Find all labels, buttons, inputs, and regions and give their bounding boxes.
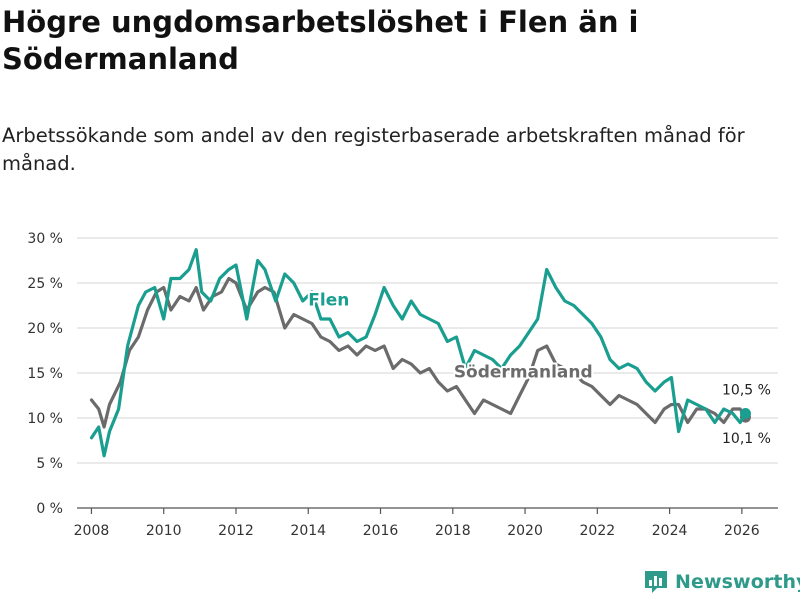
y-tick-label: 5 % — [36, 456, 63, 472]
x-tick-label: 2022 — [580, 523, 616, 539]
y-tick-label: 30 % — [27, 231, 63, 247]
brand-name: Newsworthy — [675, 571, 800, 593]
x-tick-label: 2012 — [218, 523, 254, 539]
chart-subtitle: Arbetssökande som andel av den registerb… — [2, 124, 745, 175]
series-line-flen — [89, 248, 748, 458]
x-tick-label: 2008 — [74, 523, 110, 539]
y-tick-label: 0 % — [36, 501, 63, 517]
y-tick-label: 10 % — [27, 411, 63, 427]
x-tick-label: 2020 — [507, 523, 543, 539]
x-tick-label: 2010 — [146, 523, 182, 539]
y-tick-label: 25 % — [27, 276, 63, 292]
bar-chart-logo-icon — [645, 571, 667, 593]
x-tick-label: 2016 — [363, 523, 399, 539]
sodermanland-series-label: Södermanland — [454, 363, 593, 383]
x-tick-label: 2014 — [290, 523, 326, 539]
flen-end-value-label: 10,5 % — [722, 383, 771, 399]
series-end-point-flen — [739, 408, 751, 419]
sodermanland-end-value-label: 10,1 % — [722, 431, 771, 447]
newsworthy-brand: Newsworthy — [643, 569, 800, 595]
x-tick-label: 2018 — [435, 523, 471, 539]
x-tick-label: 2026 — [724, 523, 760, 539]
flen-series-label: Flen — [308, 291, 349, 311]
y-tick-label: 15 % — [27, 366, 63, 382]
x-tick-label: 2024 — [652, 523, 688, 539]
page-title: Högre ungdomsarbetslöshet i Flen än i Sö… — [2, 5, 639, 76]
y-tick-label: 20 % — [27, 321, 63, 337]
series-line-sodermanland — [89, 276, 748, 429]
